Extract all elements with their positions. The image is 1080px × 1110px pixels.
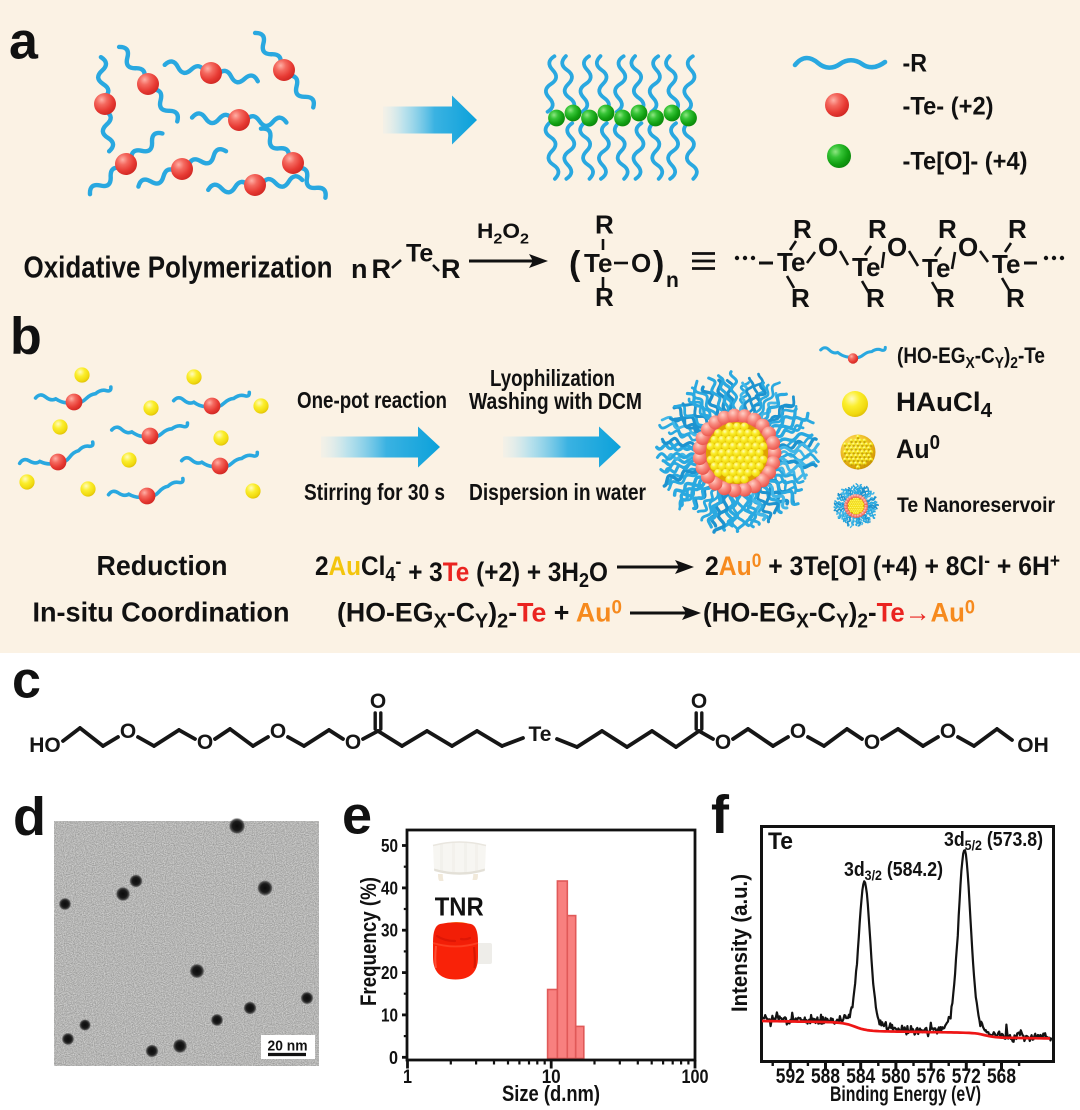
svg-text:n: n <box>666 269 679 292</box>
svg-text:R: R <box>595 282 614 312</box>
svg-text:Te: Te <box>852 252 880 282</box>
svg-text:Reduction: Reduction <box>97 550 228 581</box>
svg-text:Te: Te <box>768 828 793 855</box>
svg-text:O: O <box>197 731 213 754</box>
svg-text:(: ( <box>569 245 581 283</box>
svg-text:2Au0 + 3Te[O] (+4) + 8Cl- + 6: 2Au0 + 3Te[O] (+4) + 8Cl- + 6H+ <box>705 551 1060 581</box>
svg-text:20: 20 <box>381 963 398 983</box>
svg-text:R: R <box>793 214 812 244</box>
svg-text:1: 1 <box>403 1067 412 1088</box>
svg-text:Dispersion in water: Dispersion in water <box>469 479 646 505</box>
svg-text:580: 580 <box>881 1065 910 1088</box>
svg-text:30: 30 <box>381 921 398 941</box>
svg-text:O: O <box>120 720 136 743</box>
svg-text:O: O <box>790 720 806 743</box>
svg-text:Intensity (a.u.): Intensity (a.u.) <box>727 874 752 1012</box>
svg-text:Te Nanoreservoir: Te Nanoreservoir <box>897 494 1055 517</box>
svg-text:b: b <box>10 308 42 366</box>
svg-text:3d3/2 (584.2): 3d3/2 (584.2) <box>844 859 943 883</box>
svg-text:OH: OH <box>1017 734 1049 757</box>
svg-text:TNR: TNR <box>435 892 484 922</box>
svg-text:): ) <box>653 245 664 283</box>
svg-text:Oxidative Polymerization: Oxidative Polymerization <box>24 251 333 285</box>
svg-text:2AuCl4- + 3Te (+2) + 3H2O: 2AuCl4- + 3Te (+2) + 3H2O <box>315 551 608 592</box>
svg-text:Size (d.nm): Size (d.nm) <box>502 1081 600 1106</box>
svg-text:Binding Energy (eV): Binding Energy (eV) <box>830 1082 981 1106</box>
svg-text:Frequency (%): Frequency (%) <box>356 877 381 1006</box>
svg-text:O: O <box>691 690 707 713</box>
svg-text:In-situ Coordination: In-situ Coordination <box>33 597 290 628</box>
svg-text:Stirring for 30 s: Stirring for 30 s <box>304 479 445 505</box>
svg-text:O: O <box>887 232 907 262</box>
svg-text:a: a <box>9 13 39 71</box>
svg-text:O: O <box>864 731 880 754</box>
svg-text:576: 576 <box>917 1065 946 1088</box>
svg-text:0: 0 <box>389 1048 398 1068</box>
svg-text:10: 10 <box>542 1067 561 1088</box>
svg-text:n: n <box>351 254 368 284</box>
svg-text:e: e <box>342 786 372 846</box>
svg-text:572: 572 <box>952 1065 981 1088</box>
svg-text:O: O <box>370 690 386 713</box>
svg-text:R: R <box>372 254 392 284</box>
svg-text:R: R <box>936 283 955 313</box>
svg-text:HO: HO <box>29 734 61 757</box>
svg-text:R: R <box>791 283 810 313</box>
svg-text:40: 40 <box>381 878 398 898</box>
svg-text:R: R <box>868 214 887 244</box>
svg-text:O: O <box>631 248 651 278</box>
svg-text:O: O <box>940 720 956 743</box>
svg-text:(HO-EGX-CY)2-Te + Au0: (HO-EGX-CY)2-Te + Au0 <box>337 598 622 633</box>
svg-text:588: 588 <box>811 1065 840 1088</box>
svg-text:R: R <box>441 254 461 284</box>
svg-text:R: R <box>866 283 885 313</box>
svg-text:(HO-EGX-CY)2-Te: (HO-EGX-CY)2-Te <box>897 343 1045 372</box>
svg-text:R: R <box>1008 214 1027 244</box>
svg-text:Te: Te <box>529 723 552 746</box>
svg-text:O: O <box>715 731 731 754</box>
svg-text:20 nm: 20 nm <box>268 1038 308 1055</box>
svg-text:-Te[O]- (+4): -Te[O]- (+4) <box>903 148 1028 176</box>
svg-text:O: O <box>270 720 286 743</box>
svg-text:c: c <box>12 652 41 710</box>
svg-text:One-pot reaction: One-pot reaction <box>297 387 447 413</box>
svg-text:O: O <box>958 232 978 262</box>
svg-text:592: 592 <box>776 1065 805 1088</box>
svg-text:100: 100 <box>682 1067 709 1088</box>
svg-text:Te: Te <box>922 253 950 283</box>
svg-text:d: d <box>13 787 46 847</box>
svg-text:O: O <box>818 232 838 262</box>
svg-text:O: O <box>345 731 361 754</box>
svg-text:-R: -R <box>903 50 928 78</box>
svg-text:3d5/2 (573.8): 3d5/2 (573.8) <box>944 829 1043 853</box>
svg-text:Te: Te <box>777 247 805 277</box>
svg-text:Te: Te <box>992 249 1020 279</box>
svg-text:Lyophilization: Lyophilization <box>490 365 615 391</box>
svg-text:Te: Te <box>584 248 612 278</box>
svg-text:50: 50 <box>381 836 398 856</box>
svg-text:R: R <box>1006 283 1025 313</box>
svg-text:-Te- (+2): -Te- (+2) <box>903 93 994 121</box>
svg-text:568: 568 <box>987 1065 1016 1088</box>
svg-text:584: 584 <box>846 1065 875 1088</box>
svg-text:f: f <box>711 785 730 845</box>
svg-text:10: 10 <box>381 1005 398 1025</box>
svg-text:R: R <box>595 210 614 240</box>
svg-text:Washing with DCM: Washing with DCM <box>469 388 642 414</box>
svg-text:Te: Te <box>406 240 433 268</box>
svg-text:R: R <box>938 214 957 244</box>
